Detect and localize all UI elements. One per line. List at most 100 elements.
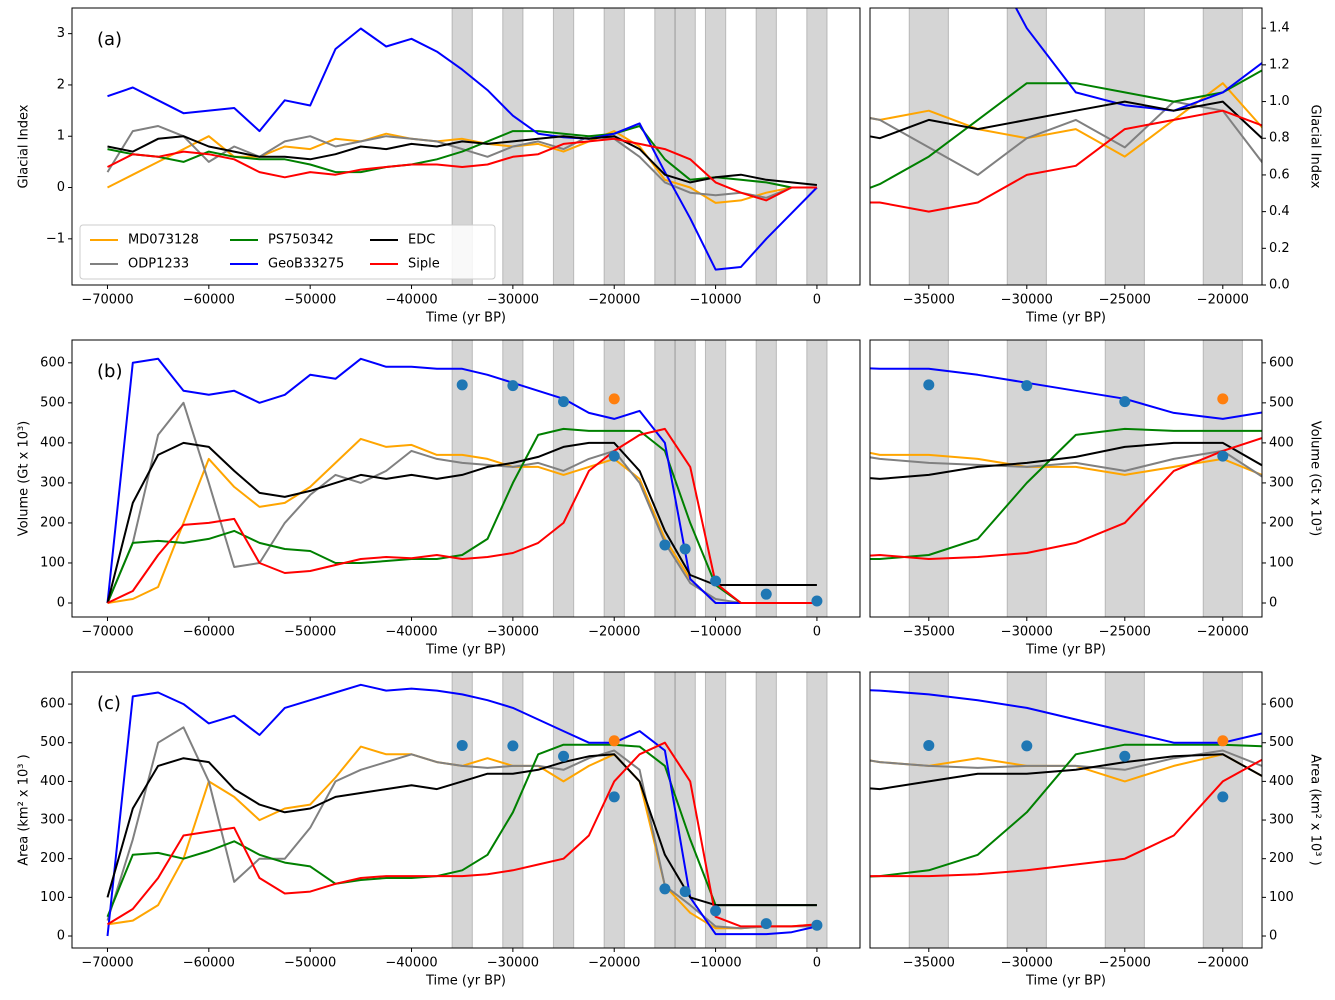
data-point (608, 450, 620, 462)
shaded-span (1202, 8, 1243, 285)
x-tick-label: −60000 (183, 293, 235, 308)
axes-frame (71, 339, 861, 618)
data-point (608, 393, 620, 405)
y-tick-label: 600 (1269, 355, 1294, 370)
y-tick-label: 300 (40, 813, 65, 828)
panel-label: (c) (97, 693, 121, 714)
x-tick-label: −10000 (689, 293, 741, 308)
x-tick-label: −30000 (1001, 625, 1053, 640)
shaded-span (755, 340, 777, 617)
y-tick-label: 200 (40, 851, 65, 866)
series-line (106, 743, 817, 918)
y-axis-label: Area (km² x 10³ ) (1308, 754, 1323, 865)
y-axis-label: Volume (Gt x 10³) (17, 421, 32, 537)
data-point (1315, 539, 1326, 550)
y-tick-label: 300 (1269, 813, 1294, 828)
y-tick-label: 300 (40, 475, 65, 490)
y-tick-label: 2 (57, 77, 65, 92)
plot-area (106, 672, 828, 948)
shaded-span (654, 672, 676, 948)
shaded-span (1104, 340, 1145, 617)
plot-area (106, 8, 828, 285)
shaded-span (908, 672, 949, 948)
series-line (107, 27, 818, 271)
y-tick-label: −1 (46, 231, 65, 246)
shaded-span (1104, 672, 1145, 948)
y-tick-label: 500 (1269, 395, 1294, 410)
series-line (106, 741, 817, 928)
x-tick-label: −20000 (1197, 956, 1249, 971)
x-tick-label: −10000 (689, 956, 741, 971)
x-tick-label: −40000 (385, 293, 437, 308)
y-tick-label: 0 (57, 595, 65, 610)
x-tick-label: −30000 (1001, 956, 1053, 971)
data-point (923, 379, 935, 391)
legend-label: EDC (408, 233, 435, 248)
x-tick-label: −30000 (487, 293, 539, 308)
x-tick-label: 0 (813, 625, 821, 640)
y-tick-label: 100 (1269, 555, 1294, 570)
legend-label: Siple (408, 257, 440, 272)
series-line (106, 726, 817, 930)
data-point (760, 918, 772, 930)
y-tick-label: 600 (40, 697, 65, 712)
plot-area (870, 8, 1262, 285)
series-line (106, 683, 818, 937)
x-tick-label: −25000 (1099, 293, 1151, 308)
series-line (106, 427, 817, 604)
series-line (1014, 8, 1262, 112)
y-tick-label: 0.8 (1269, 131, 1290, 146)
y-tick-label: 0 (57, 929, 65, 944)
series-line (107, 125, 817, 189)
shaded-span (654, 8, 676, 285)
x-axis-label: Time (yr BP) (425, 643, 506, 658)
y-tick-label: 100 (40, 890, 65, 905)
y-tick-label: 0 (1269, 929, 1277, 944)
y-tick-label: 400 (40, 774, 65, 789)
shaded-span (704, 8, 727, 285)
series-line (870, 109, 1262, 213)
x-axis-label: Time (yr BP) (425, 311, 506, 326)
shaded-span (1202, 340, 1243, 617)
legend-frame (79, 224, 496, 280)
x-axis-label: Time (yr BP) (1025, 643, 1106, 658)
y-tick-label: 1 (57, 129, 65, 144)
shaded-span (755, 672, 777, 948)
y-tick-label: 0.2 (1269, 241, 1290, 256)
series-line (107, 137, 817, 202)
x-tick-label: −30000 (487, 625, 539, 640)
data-point (659, 883, 671, 895)
y-tick-label: 500 (40, 735, 65, 750)
data-point (811, 919, 823, 931)
x-axis-label: Time (yr BP) (1025, 974, 1106, 989)
x-tick-label: −35000 (903, 293, 955, 308)
shaded-span (1202, 672, 1243, 948)
y-tick-label: 1.0 (1269, 94, 1290, 109)
x-tick-label: −70000 (81, 625, 133, 640)
data-point (710, 575, 722, 587)
plot-area (106, 340, 828, 617)
y-tick-label: 400 (40, 435, 65, 450)
x-axis-label: Time (yr BP) (425, 974, 506, 989)
y-axis-label: Area (km² x 10³ ) (17, 754, 32, 865)
data-point (558, 750, 570, 762)
y-axis-label: Glacial Index (1308, 105, 1323, 189)
series-line (106, 125, 817, 199)
x-tick-label: −10000 (689, 625, 741, 640)
y-tick-label: 0 (1269, 595, 1277, 610)
x-tick-label: −35000 (903, 625, 955, 640)
shaded-span (502, 340, 524, 617)
data-point (1021, 740, 1033, 752)
legend-label: MD073128 (128, 233, 199, 248)
shaded-span (603, 8, 625, 285)
x-tick-label: −50000 (284, 956, 336, 971)
y-tick-label: 400 (1269, 774, 1294, 789)
y-tick-label: 3 (57, 26, 65, 41)
axes-frame (71, 7, 861, 286)
y-tick-label: 400 (1269, 435, 1294, 450)
data-point (1119, 750, 1131, 762)
shaded-span (1006, 8, 1047, 285)
y-tick-label: 0.0 (1269, 278, 1290, 293)
series-line (870, 753, 1262, 791)
